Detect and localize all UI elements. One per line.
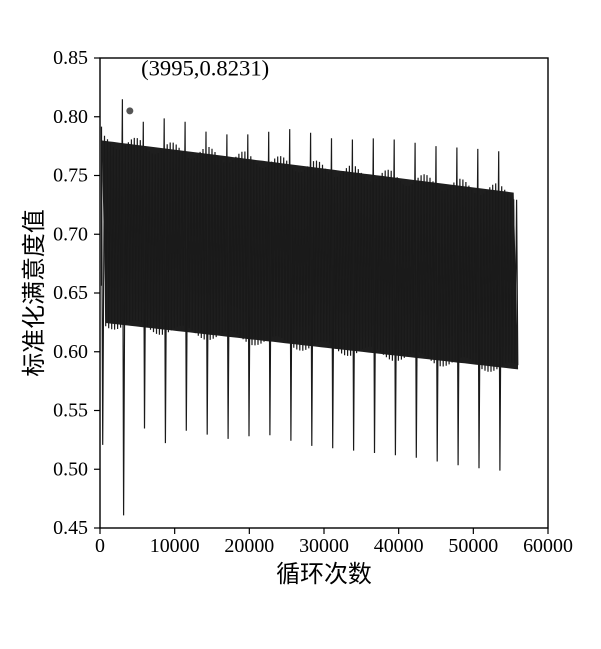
ytick-label: 0.75 [53,165,88,187]
xtick-label: 50000 [448,535,498,557]
xtick-label: 20000 [224,535,274,557]
series-core [101,140,518,369]
chart-container: 0 10000 20000 30000 40000 50000 60000 0.45 0.50 0… [0,0,601,649]
xtick-label: 60000 [523,535,573,557]
ytick-label: 0.60 [53,341,88,363]
ytick-label: 0.85 [53,47,88,69]
peak-annotation: (3995,0.8231) [141,56,269,81]
chart-svg: 0 10000 20000 30000 40000 50000 60000 0.45 0.50 0… [0,0,601,649]
peak-marker [126,107,133,114]
ytick-label: 0.45 [53,517,88,539]
xtick-label: 0 [95,535,105,557]
ylabel: 标准化满意度值 [21,209,48,377]
xtick-label: 10000 [150,535,200,557]
xtick-label: 40000 [374,535,424,557]
ytick-label: 0.55 [53,400,88,422]
ytick-label: 0.70 [53,223,88,245]
ytick-label: 0.50 [53,458,88,480]
ytick-label: 0.65 [53,282,88,304]
xtick-label: 30000 [299,535,349,557]
ytick-label: 0.80 [53,106,88,128]
xlabel: 循环次数 [276,561,372,588]
